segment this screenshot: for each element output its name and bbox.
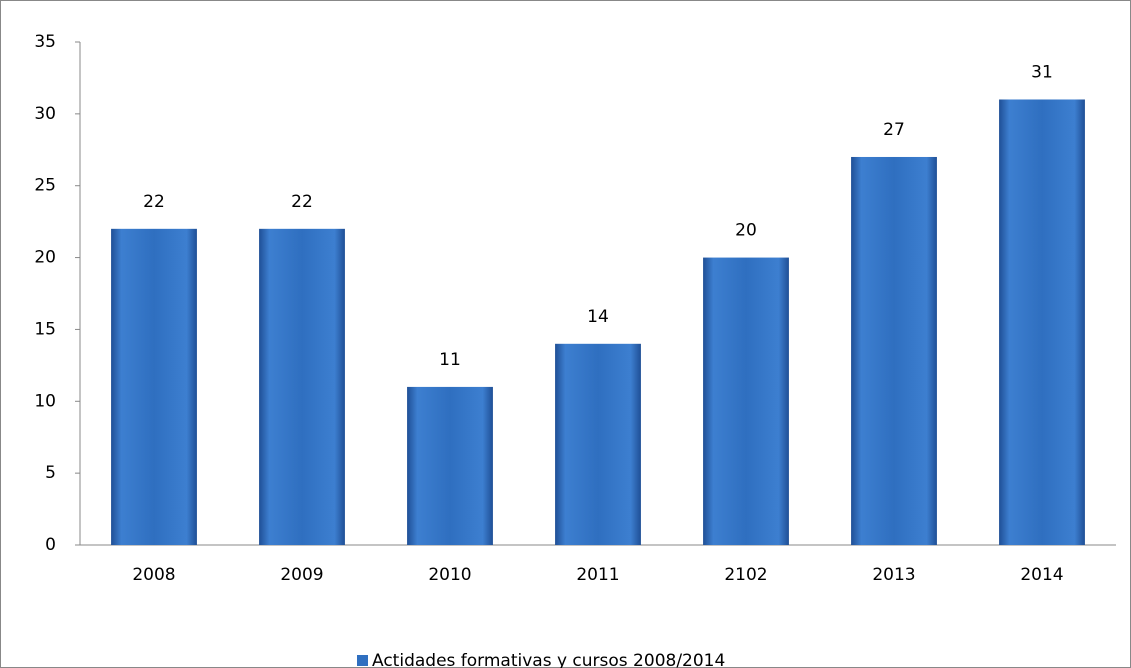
x-tick-label: 2102 (724, 565, 767, 585)
bar (703, 257, 789, 545)
y-tick-label: 25 (34, 176, 56, 196)
data-label: 27 (883, 120, 905, 140)
x-tick-label: 2010 (428, 565, 471, 585)
x-tick-label: 2008 (132, 565, 175, 585)
bar (259, 228, 345, 546)
y-tick-label: 30 (34, 104, 56, 124)
x-tick-label: 2014 (1020, 565, 1063, 585)
legend-swatch (357, 655, 368, 666)
y-tick-label: 10 (34, 391, 56, 411)
bar (555, 343, 641, 545)
data-label: 14 (587, 307, 609, 327)
y-tick-label: 5 (45, 463, 56, 483)
y-tick-label: 35 (34, 32, 56, 52)
y-tick-label: 0 (45, 535, 56, 555)
bar (111, 228, 197, 546)
x-tick-label: 2009 (280, 565, 323, 585)
legend-label: Actidades formativas y cursos 2008/2014 (372, 651, 725, 668)
y-tick-label: 20 (34, 248, 56, 268)
data-label: 22 (291, 192, 313, 212)
bar (851, 156, 937, 545)
y-tick-label: 15 (34, 319, 56, 339)
bar (999, 99, 1085, 545)
data-label: 31 (1031, 62, 1053, 82)
data-label: 20 (735, 221, 757, 241)
data-label: 11 (439, 350, 461, 370)
x-tick-label: 2013 (872, 565, 915, 585)
data-label: 22 (143, 192, 165, 212)
bar (407, 386, 493, 545)
x-tick-label: 2011 (576, 565, 619, 585)
